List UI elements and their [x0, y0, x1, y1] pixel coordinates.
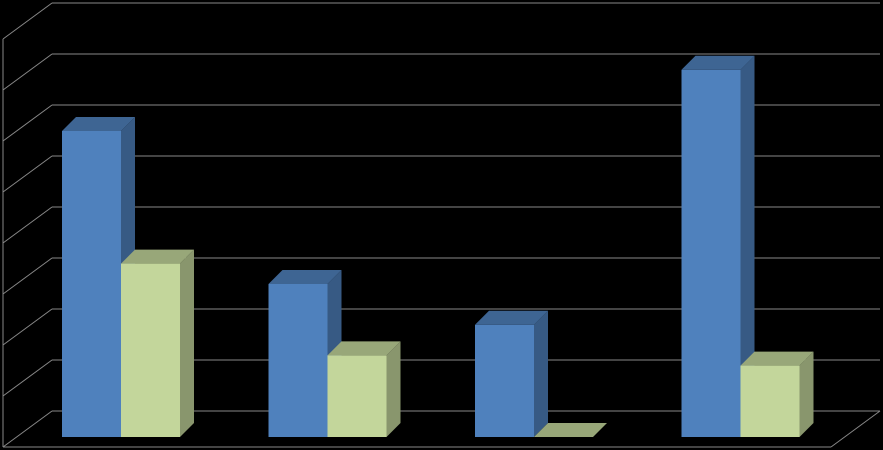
- bar-top: [534, 423, 607, 437]
- bar-top: [62, 117, 135, 131]
- bar-side: [534, 310, 548, 437]
- grid-line-side: [2, 308, 53, 346]
- bar-side: [799, 351, 814, 437]
- bar-top: [681, 55, 755, 70]
- grid-line-side: [2, 359, 53, 397]
- bar-top: [475, 310, 548, 325]
- bar-top: [327, 341, 401, 356]
- bar-side: [180, 249, 194, 437]
- grid-line-side: [2, 104, 53, 142]
- bar: [740, 365, 800, 437]
- bar-side: [386, 341, 401, 437]
- grid-line-side: [2, 206, 53, 244]
- bar: [475, 324, 534, 437]
- grid-line-side: [2, 53, 53, 91]
- bar-side: [740, 55, 755, 438]
- bar: [121, 263, 180, 437]
- bar: [327, 355, 387, 437]
- bar-top: [740, 351, 814, 366]
- bar: [62, 131, 121, 437]
- bar-top: [121, 249, 194, 264]
- grid-line-side: [2, 410, 53, 448]
- grid-line-side: [2, 2, 53, 40]
- bar: [681, 69, 741, 438]
- bar-top: [268, 270, 342, 284]
- floor-right-edge: [830, 410, 881, 448]
- grid-line-side: [2, 257, 53, 295]
- grid-line-side: [2, 155, 53, 193]
- bar: [268, 284, 328, 437]
